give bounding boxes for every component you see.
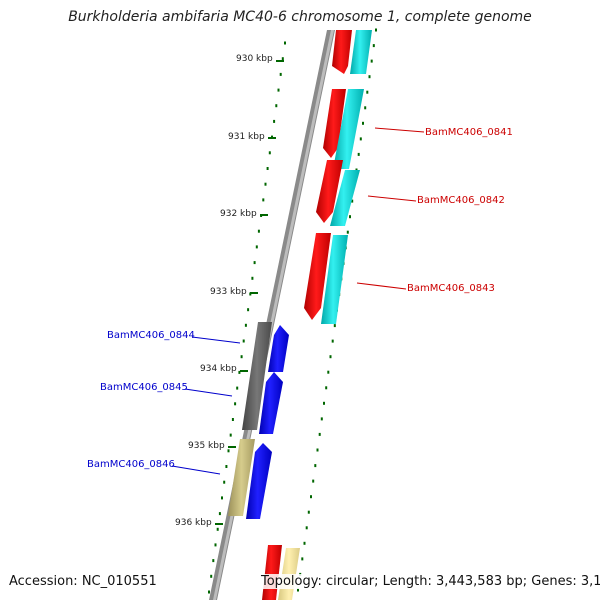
tick-mark bbox=[310, 495, 312, 499]
tick-mark bbox=[255, 245, 258, 249]
tick-mark bbox=[303, 541, 306, 545]
gene-bammc406-0846-arrow[interactable] bbox=[246, 443, 272, 519]
tick-mark bbox=[370, 59, 373, 63]
gene-label-0846[interactable]: BamMC406_0846 bbox=[87, 459, 175, 470]
cds-bammc406-0846-tan[interactable] bbox=[228, 439, 255, 516]
cds-block-top-cyan[interactable] bbox=[350, 30, 372, 74]
tick-mark bbox=[253, 261, 256, 265]
tick-mark bbox=[329, 355, 332, 359]
tick-mark bbox=[327, 370, 330, 374]
gene-label-0845[interactable]: BamMC406_0845 bbox=[100, 382, 188, 393]
tick-mark bbox=[320, 417, 323, 421]
tick-mark bbox=[238, 370, 241, 374]
tick-mark bbox=[316, 448, 319, 452]
gene-bammc406-0841-arrow[interactable] bbox=[323, 89, 346, 158]
tick-mark bbox=[366, 90, 369, 94]
kbp-label: 934 kbp bbox=[200, 364, 237, 374]
tick-mark bbox=[312, 479, 315, 483]
tick-mark bbox=[346, 230, 349, 234]
tick-mark bbox=[234, 402, 237, 406]
kbp-scale: 930 kbp 931 kbp 932 kbp 933 kbp 934 kbp … bbox=[175, 54, 284, 528]
tick-mark bbox=[225, 465, 228, 468]
kbp-label: 935 kbp bbox=[188, 441, 225, 451]
tick-mark bbox=[331, 339, 334, 343]
tick-mark bbox=[368, 75, 371, 79]
tick-mark bbox=[262, 198, 265, 202]
tick-mark bbox=[214, 543, 217, 547]
tick-mark bbox=[223, 480, 226, 484]
tick-mark bbox=[375, 28, 377, 32]
genome-title: Burkholderia ambifaria MC40-6 chromosome… bbox=[68, 9, 532, 25]
tick-mark bbox=[301, 557, 304, 561]
gene-label-0844[interactable]: BamMC406_0844 bbox=[107, 330, 195, 341]
tick-mark bbox=[268, 151, 271, 155]
cds-bammc406-0843[interactable] bbox=[321, 235, 348, 324]
tick-mark bbox=[247, 308, 250, 312]
tick-mark bbox=[314, 464, 317, 468]
tick-mark bbox=[305, 526, 308, 530]
tick-mark bbox=[229, 433, 232, 437]
tick-mark bbox=[218, 512, 221, 516]
accession-text: Accession: NC_010551 bbox=[9, 574, 157, 589]
tick-mark bbox=[333, 324, 336, 328]
tick-mark bbox=[210, 574, 213, 578]
tick-mark bbox=[264, 182, 267, 186]
tick-mark bbox=[227, 449, 230, 453]
tick-mark bbox=[362, 121, 364, 125]
tick-mark bbox=[359, 137, 362, 141]
tick-mark bbox=[279, 72, 282, 76]
kbp-label: 931 kbp bbox=[228, 132, 265, 142]
gene-bammc406-0843-arrow[interactable] bbox=[304, 233, 331, 320]
tick-mark bbox=[323, 401, 325, 405]
tick-mark bbox=[284, 41, 286, 45]
right-tick-track bbox=[297, 28, 377, 592]
tick-mark bbox=[208, 590, 210, 594]
kbp-label: 936 kbp bbox=[175, 518, 212, 528]
tick-mark bbox=[216, 527, 219, 531]
tick-mark bbox=[273, 119, 276, 123]
tick-mark bbox=[221, 496, 223, 500]
tick-mark bbox=[242, 339, 245, 343]
gene-label-0841[interactable]: BamMC406_0841 bbox=[425, 127, 513, 138]
cds-bammc406-0842[interactable] bbox=[330, 170, 360, 226]
tick-mark bbox=[277, 88, 280, 92]
tick-mark bbox=[297, 588, 299, 592]
tick-mark bbox=[257, 229, 260, 233]
cds-bammc406-0841[interactable] bbox=[333, 89, 364, 169]
kbp-label: 933 kbp bbox=[210, 287, 247, 297]
gene-label-0843[interactable]: BamMC406_0843 bbox=[407, 283, 495, 294]
gene-bammc406-0845-arrow[interactable] bbox=[259, 372, 283, 434]
tick-mark bbox=[281, 57, 284, 61]
tick-mark bbox=[231, 418, 234, 421]
tick-mark bbox=[318, 432, 321, 436]
tick-mark bbox=[372, 44, 375, 48]
tick-mark bbox=[307, 510, 310, 514]
tick-mark bbox=[240, 355, 243, 359]
tick-mark bbox=[351, 199, 354, 203]
gene-bammc406-0844-arrow[interactable] bbox=[268, 325, 289, 372]
kbp-label: 930 kbp bbox=[236, 54, 273, 64]
tick-mark bbox=[251, 276, 254, 280]
topology-summary: Topology: circular; Length: 3,443,583 bp… bbox=[259, 574, 600, 589]
tick-mark bbox=[325, 386, 328, 390]
gene-label-0842[interactable]: BamMC406_0842 bbox=[417, 195, 505, 206]
cds-bammc406-0844-gray[interactable] bbox=[242, 322, 272, 430]
tick-mark bbox=[244, 323, 247, 327]
tick-mark bbox=[212, 559, 215, 563]
gene-block-bottom-red[interactable] bbox=[262, 545, 282, 600]
kbp-label: 932 kbp bbox=[220, 209, 257, 219]
gene-block-top-red[interactable] bbox=[332, 30, 352, 74]
tick-mark bbox=[236, 386, 239, 390]
tick-mark bbox=[357, 152, 360, 156]
gene-bammc406-0842-arrow[interactable] bbox=[316, 160, 343, 223]
tick-mark bbox=[349, 215, 351, 219]
tick-mark bbox=[266, 167, 269, 170]
tick-mark bbox=[275, 104, 278, 108]
gene-labels: BamMC406_0841 BamMC406_0842 BamMC406_084… bbox=[87, 127, 513, 475]
tick-mark bbox=[364, 106, 367, 110]
